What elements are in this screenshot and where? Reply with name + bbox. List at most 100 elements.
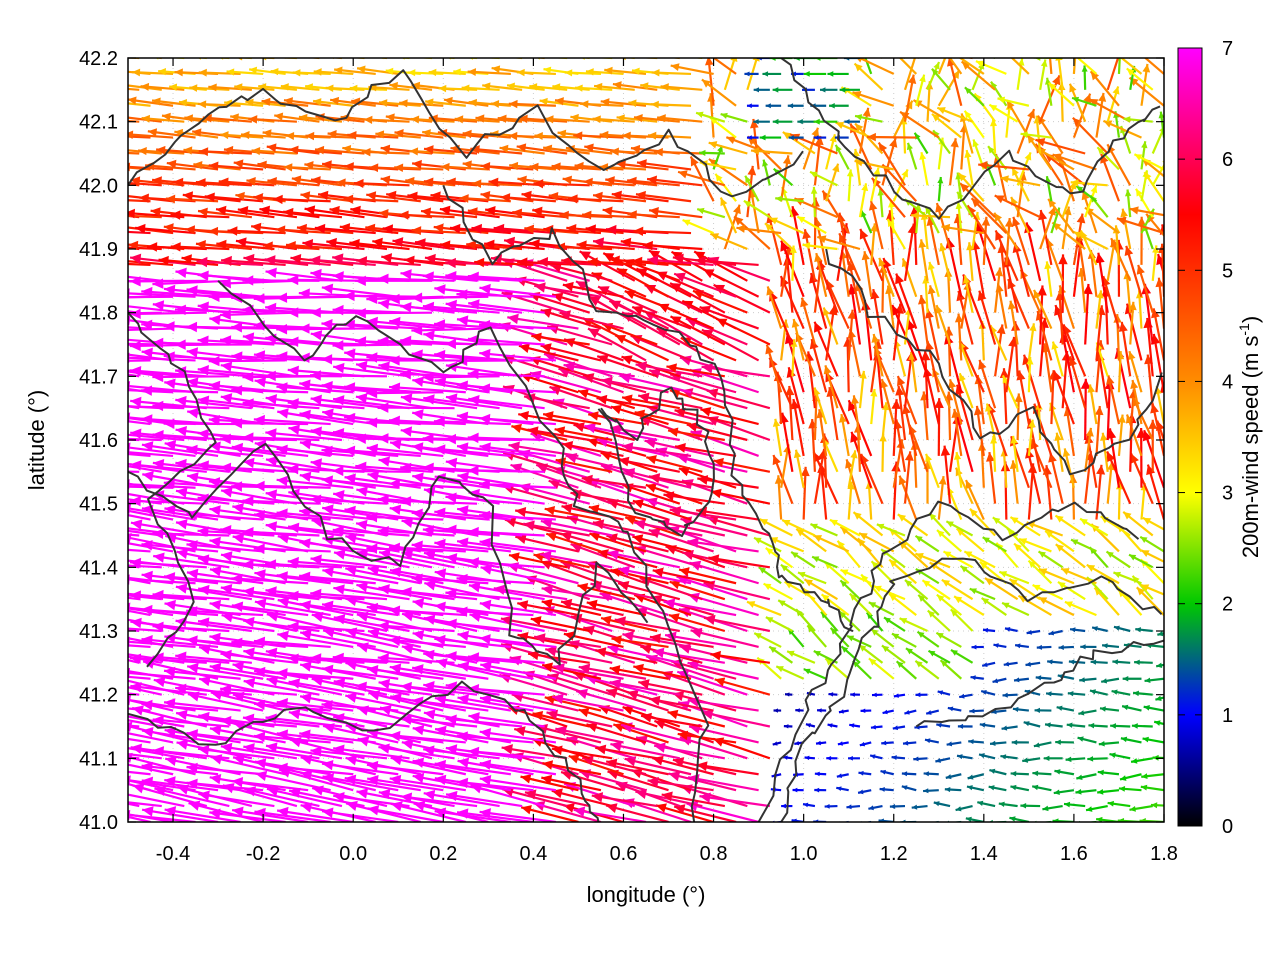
wind-arrow-head — [1043, 755, 1050, 762]
wind-arrow-head — [677, 730, 689, 741]
wind-arrow-head — [848, 755, 853, 761]
wind-arrow — [209, 662, 286, 680]
wind-arrow-head — [165, 755, 177, 766]
wind-arrow-shaft — [287, 278, 365, 282]
wind-arrow-head — [518, 411, 529, 421]
wind-arrow-shaft — [254, 600, 331, 617]
wind-arrow-head — [699, 792, 711, 803]
wind-arrow — [1054, 304, 1075, 361]
wind-arrow-head — [64, 788, 76, 798]
wind-arrow-shaft — [355, 684, 433, 696]
wind-arrow-shaft — [551, 695, 624, 712]
wind-arrow-head — [424, 580, 436, 591]
wind-arrow-head — [816, 740, 821, 746]
wind-arrow — [881, 644, 906, 664]
wind-arrow-shaft — [209, 602, 286, 617]
wind-arrow-head — [107, 401, 118, 411]
wind-arrow — [299, 629, 376, 648]
wind-arrow — [1141, 773, 1164, 780]
wind-arrow — [1110, 723, 1131, 729]
wind-arrow-head — [457, 694, 470, 705]
wind-arrow-shaft — [276, 700, 354, 712]
wind-arrow-head — [544, 506, 556, 516]
wind-arrow-head — [1152, 754, 1159, 761]
wind-arrow-shaft — [560, 771, 624, 792]
wind-arrow — [1083, 283, 1093, 345]
wind-arrow-head — [1035, 675, 1042, 681]
wind-arrow-shaft — [555, 727, 624, 744]
wind-arrow — [826, 755, 838, 761]
wind-arrow-head — [85, 399, 96, 409]
wind-arrow-head — [758, 567, 767, 574]
wind-arrow-head — [1087, 756, 1094, 762]
wind-arrow-shaft — [434, 696, 512, 712]
wind-arrow-shaft — [356, 550, 433, 569]
wind-arrow-shaft — [231, 604, 309, 617]
wind-arrow-head — [128, 775, 131, 786]
wind-arrow — [1128, 553, 1154, 569]
wind-arrow — [288, 709, 365, 728]
wind-arrow-head — [366, 665, 379, 676]
wind-arrow-head — [1056, 705, 1063, 711]
wind-arrow-shaft — [422, 528, 500, 537]
wind-arrow-shaft — [186, 609, 264, 617]
wind-arrow-head — [310, 588, 322, 600]
wind-arrow — [969, 708, 984, 714]
wind-arrow-head — [265, 742, 278, 753]
wind-arrow-head — [611, 635, 622, 645]
wind-arrow-shaft — [607, 770, 669, 792]
wind-arrow-head — [940, 660, 948, 667]
wind-arrow — [784, 692, 793, 697]
wind-arrow-head — [573, 806, 586, 817]
wind-arrow — [128, 594, 162, 601]
wind-arrow — [1088, 722, 1108, 729]
wind-arrow-shaft — [265, 523, 343, 537]
wind-arrow-head — [86, 709, 98, 719]
wind-arrow — [1024, 222, 1042, 282]
wind-arrow-head — [915, 552, 924, 560]
wind-arrow-shaft — [665, 545, 726, 569]
wind-arrow-head — [896, 661, 904, 668]
wind-arrow-shaft — [597, 550, 658, 569]
wind-arrow — [276, 571, 354, 585]
wind-arrow-shaft — [640, 714, 703, 728]
wind-arrow — [541, 598, 602, 617]
wind-arrow-shaft — [605, 804, 669, 822]
wind-arrow-head — [52, 601, 63, 611]
wind-arrow — [524, 789, 590, 808]
wind-arrow-shaft — [468, 714, 545, 728]
wind-arrow-head — [1014, 543, 1022, 552]
wind-arrow — [668, 613, 726, 633]
wind-arrow-head — [940, 445, 951, 456]
wind-arrow-head — [1140, 784, 1148, 791]
wind-arrow-shaft — [332, 343, 410, 347]
wind-arrow-shaft — [288, 711, 365, 728]
wind-arrow — [609, 665, 669, 680]
wind-arrow-head — [209, 632, 221, 644]
wind-arrow — [332, 712, 410, 728]
wind-arrow — [277, 630, 354, 649]
wind-arrow-head — [390, 693, 402, 704]
wind-arrow — [479, 808, 557, 822]
wind-arrow-head — [277, 533, 290, 544]
wind-arrow-head — [515, 534, 527, 544]
wind-arrow — [1001, 601, 1030, 617]
wind-arrow-head — [52, 728, 63, 738]
wind-arrow-head — [242, 275, 254, 286]
wind-arrow — [128, 609, 151, 617]
wind-arrow-shaft — [287, 560, 365, 569]
wind-arrow-shaft — [333, 586, 410, 601]
wind-arrow-shaft — [445, 717, 523, 728]
wind-arrow-head — [186, 568, 199, 580]
wind-arrow-shaft — [276, 295, 354, 299]
wind-arrow-head — [287, 621, 299, 632]
wind-arrow — [1035, 675, 1052, 681]
wind-arrow — [367, 805, 444, 822]
wind-arrow — [803, 668, 827, 680]
wind-arrow-head — [937, 530, 945, 538]
wind-arrow — [265, 521, 343, 537]
wind-arrow — [647, 776, 714, 792]
wind-arrow-head — [765, 617, 774, 624]
wind-arrow — [959, 565, 985, 585]
wind-arrow-shaft — [673, 805, 737, 822]
